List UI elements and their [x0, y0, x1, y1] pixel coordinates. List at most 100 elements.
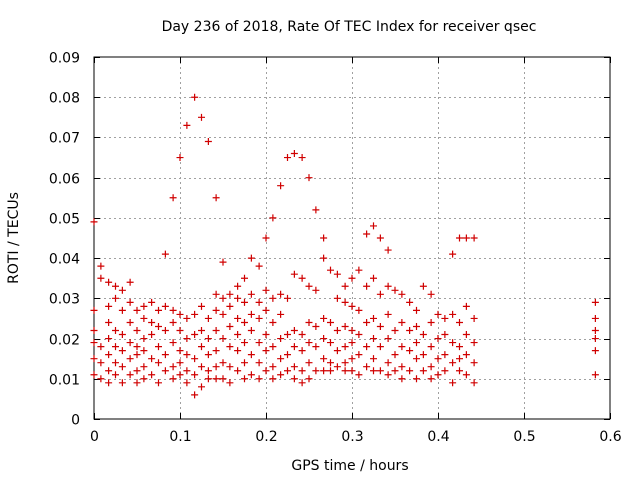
data-point: [456, 367, 463, 375]
data-point: [155, 322, 162, 330]
x-axis-label: GPS time / hours: [291, 458, 408, 474]
data-point: [241, 359, 248, 367]
data-point: [183, 314, 191, 322]
chart-title: Day 236 of 2018, Rate Of TEC Index for r…: [162, 19, 537, 35]
x-tick-label: 0.1: [169, 429, 191, 445]
data-point: [155, 343, 162, 351]
data-point: [419, 331, 427, 339]
data-point: [320, 314, 328, 322]
data-point: [298, 367, 306, 375]
data-point: [348, 327, 356, 335]
data-point: [105, 302, 113, 310]
data-point: [320, 355, 328, 363]
data-point: [255, 375, 263, 383]
data-point: [290, 327, 298, 335]
data-point: [118, 306, 126, 314]
data-point: [191, 391, 199, 399]
data-point: [219, 258, 227, 266]
data-point: [262, 367, 270, 375]
data-point: [320, 335, 328, 343]
data-point: [191, 371, 199, 379]
data-point: [247, 290, 255, 298]
data-point: [333, 294, 341, 302]
data-point: [333, 347, 341, 355]
data-point: [105, 278, 113, 286]
data-point: [155, 359, 162, 367]
data-point: [327, 367, 334, 375]
data-point: [363, 343, 371, 351]
data-point: [284, 294, 291, 302]
data-point: [312, 206, 320, 214]
data-point: [413, 322, 420, 330]
data-point: [126, 298, 134, 306]
data-point: [398, 363, 406, 371]
data-point: [105, 379, 113, 387]
data-point: [183, 351, 191, 359]
data-point: [348, 302, 356, 310]
data-point: [341, 343, 349, 351]
data-point: [591, 327, 599, 335]
data-point: [112, 371, 119, 379]
data-point: [406, 327, 414, 335]
data-point: [370, 314, 377, 322]
data-point: [333, 327, 341, 335]
data-point: [212, 290, 220, 298]
data-point: [212, 375, 220, 383]
data-point: [247, 351, 255, 359]
data-point: [470, 234, 478, 242]
data-point: [219, 310, 227, 318]
data-point: [290, 363, 298, 371]
data-point: [406, 347, 414, 355]
data-point: [161, 367, 169, 375]
y-tick-label: 0.02: [49, 333, 80, 349]
data-point: [406, 367, 414, 375]
data-point: [262, 234, 270, 242]
data-point: [262, 347, 270, 355]
data-point: [126, 339, 134, 347]
data-point: [348, 274, 356, 282]
data-point: [470, 314, 478, 322]
data-point: [413, 306, 420, 314]
data-point: [298, 379, 306, 387]
data-point: [90, 355, 98, 363]
data-point: [204, 314, 212, 322]
x-tick-label: 0.6: [599, 429, 621, 445]
data-point: [591, 298, 599, 306]
data-point: [312, 286, 320, 294]
data-point: [284, 154, 291, 162]
data-point: [398, 290, 406, 298]
data-point: [118, 379, 126, 387]
data-point: [320, 254, 328, 262]
y-tick-labels: 0 0.01 0.02 0.03 0.04 0.05 0.06 0.07 0.08 0.09: [49, 51, 80, 429]
data-point: [434, 310, 442, 318]
x-tick-label: 0.4: [427, 429, 449, 445]
data-point: [269, 375, 277, 383]
data-point: [284, 367, 291, 375]
data-point: [183, 379, 191, 387]
data-point: [161, 302, 169, 310]
data-point: [277, 290, 285, 298]
data-point: [226, 379, 234, 387]
data-point: [456, 318, 463, 326]
data-point: [427, 290, 435, 298]
data-point: [269, 343, 277, 351]
data-point: [370, 367, 377, 375]
data-point: [284, 351, 291, 359]
data-point: [298, 274, 306, 282]
data-point: [348, 367, 356, 375]
data-point: [391, 286, 399, 294]
data-point: [112, 294, 119, 302]
data-point: [234, 347, 242, 355]
data-point: [247, 310, 255, 318]
data-point: [441, 367, 449, 375]
data-point: [176, 347, 184, 355]
x-tick-label: 0.5: [513, 429, 535, 445]
x-tick-label: 0.2: [255, 429, 277, 445]
data-point: [204, 335, 212, 343]
y-tick-label: 0.05: [49, 212, 80, 228]
data-point: [140, 375, 148, 383]
data-point: [183, 335, 191, 343]
data-point: [456, 343, 463, 351]
data-point: [234, 331, 242, 339]
data-point: [198, 343, 205, 351]
